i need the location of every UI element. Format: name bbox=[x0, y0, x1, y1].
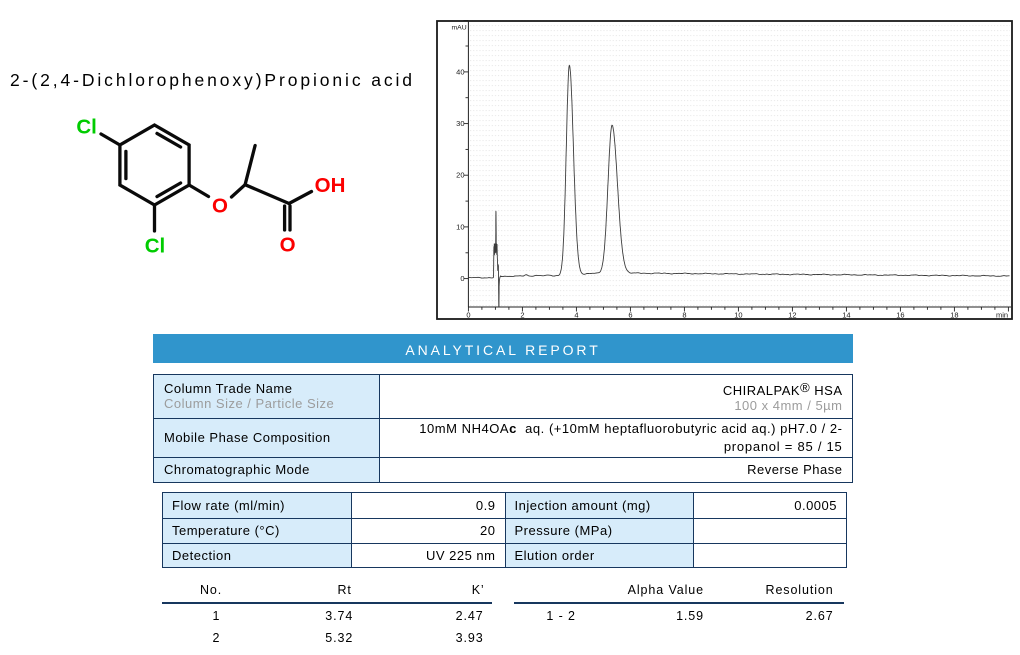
svg-text:mAU: mAU bbox=[452, 25, 467, 32]
svg-text:0: 0 bbox=[466, 311, 470, 320]
svg-text:10: 10 bbox=[456, 222, 464, 231]
svg-text:16: 16 bbox=[896, 311, 904, 320]
svg-text:4: 4 bbox=[574, 311, 578, 320]
svg-text:14: 14 bbox=[842, 311, 850, 320]
svg-text:20: 20 bbox=[456, 171, 464, 180]
svg-text:O: O bbox=[280, 234, 296, 257]
svg-text:8: 8 bbox=[682, 311, 686, 320]
svg-text:10: 10 bbox=[734, 311, 742, 320]
svg-text:min: min bbox=[996, 311, 1008, 320]
svg-text:2: 2 bbox=[520, 311, 524, 320]
svg-text:40: 40 bbox=[456, 67, 464, 76]
svg-text:Cl: Cl bbox=[76, 115, 97, 138]
svg-text:12: 12 bbox=[788, 311, 796, 320]
svg-text:OH: OH bbox=[315, 174, 346, 197]
svg-text:18: 18 bbox=[950, 311, 958, 320]
svg-text:Cl: Cl bbox=[145, 235, 166, 258]
svg-text:6: 6 bbox=[628, 311, 632, 320]
svg-text:0: 0 bbox=[460, 274, 464, 283]
svg-text:O: O bbox=[212, 195, 228, 218]
svg-text:30: 30 bbox=[456, 119, 464, 128]
